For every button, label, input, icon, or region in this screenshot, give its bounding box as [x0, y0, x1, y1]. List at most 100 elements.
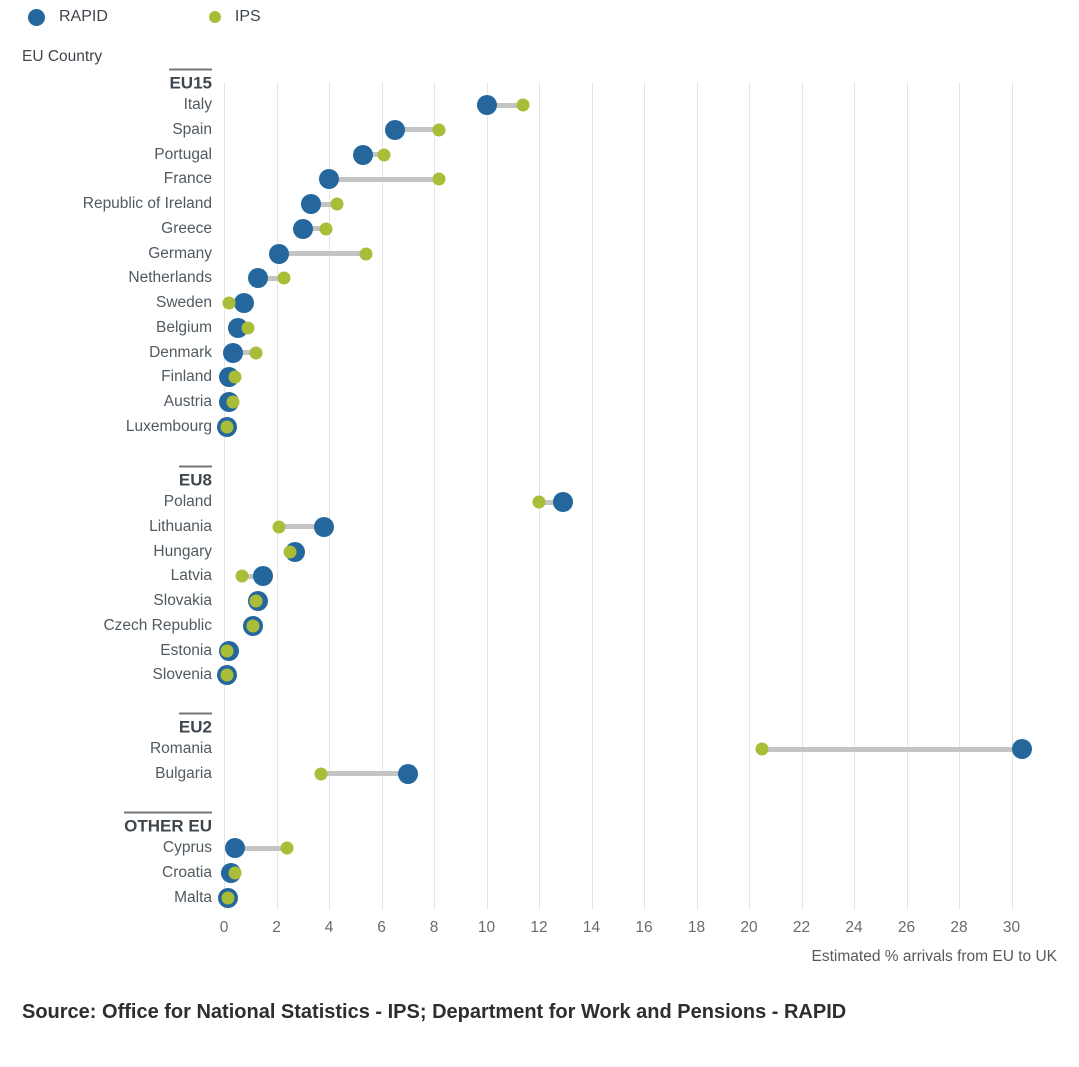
x-tick-label: 28 [950, 919, 968, 936]
legend-item-rapid[interactable]: RAPID [22, 8, 108, 26]
ips-dot[interactable] [516, 98, 530, 112]
rapid-dot[interactable] [353, 144, 374, 165]
country-label: Czech Republic [103, 616, 212, 634]
rapid-dot[interactable] [292, 218, 313, 239]
group-header: EU2 [178, 712, 212, 738]
country-label: Denmark [149, 343, 212, 361]
ips-dot[interactable] [377, 148, 391, 161]
ips-dot[interactable] [314, 767, 328, 781]
dumbbell-connector [363, 152, 385, 157]
country-label: Estonia [160, 641, 212, 659]
rapid-dot[interactable] [384, 119, 405, 140]
rapid-dot[interactable] [1012, 739, 1032, 759]
gridline [486, 82, 488, 910]
ips-dot[interactable] [755, 742, 769, 756]
ips-dot[interactable] [272, 520, 286, 534]
gridline [591, 82, 593, 910]
rapid-dot[interactable] [269, 243, 290, 264]
country-label: France [163, 170, 212, 188]
country-label: Hungary [153, 542, 212, 560]
ips-dot[interactable] [220, 668, 234, 682]
rapid-dot[interactable] [224, 838, 245, 858]
rapid-dot[interactable] [319, 169, 339, 190]
rapid-dot[interactable] [253, 566, 274, 587]
gridline [329, 82, 330, 910]
ips-dot[interactable] [432, 123, 446, 137]
rapid-dot-icon [28, 8, 45, 26]
ips-dot[interactable] [532, 495, 546, 509]
ips-dot[interactable] [220, 420, 234, 434]
group-header: EU15 [169, 68, 212, 94]
rapid-dot[interactable] [223, 342, 244, 363]
ips-dot[interactable] [319, 222, 333, 236]
country-label: Poland [163, 493, 212, 510]
ips-dot[interactable] [359, 247, 373, 260]
country-label: Croatia [162, 863, 212, 881]
dumbbell-connector [394, 127, 440, 133]
rapid-dot[interactable] [248, 268, 269, 289]
country-label: Slovenia [152, 666, 212, 684]
x-axis-title: Estimated % arrivals from EU to UK [811, 948, 1057, 965]
ips-dot[interactable] [221, 891, 235, 904]
gridline [381, 82, 383, 910]
country-label: Malta [174, 888, 212, 906]
country-label: Portugal [154, 145, 212, 163]
country-label: Finland [161, 368, 212, 386]
group-header: OTHER EU [124, 811, 212, 837]
ips-dot[interactable] [222, 296, 236, 310]
x-tick-label: 10 [477, 919, 496, 936]
country-label: Austria [163, 393, 212, 410]
ips-dot[interactable] [228, 866, 241, 880]
ips-dot[interactable] [249, 594, 262, 608]
ips-dot[interactable] [226, 395, 240, 409]
rapid-dot[interactable] [476, 95, 497, 115]
dumbbell-connector [279, 251, 366, 256]
x-tick-label: 20 [740, 919, 758, 936]
ips-dot[interactable] [235, 569, 249, 583]
ips-dot-icon [208, 11, 221, 23]
rapid-dot[interactable] [300, 194, 321, 214]
x-tick-label: 2 [272, 919, 281, 936]
rapid-dot[interactable] [397, 763, 418, 784]
ips-dot[interactable] [220, 644, 234, 657]
dumbbell-connector [486, 102, 524, 108]
dumbbell-connector [329, 176, 440, 182]
ips-dot[interactable] [249, 346, 262, 359]
gridline [224, 82, 225, 910]
x-tick-label: 26 [897, 919, 916, 936]
legend-item-ips[interactable]: IPS [108, 8, 261, 26]
country-label: Spain [172, 120, 212, 138]
gridline [434, 82, 435, 910]
gridline [854, 82, 855, 910]
ips-dot[interactable] [228, 370, 241, 384]
dumbbell-connector [762, 746, 1022, 752]
gridline [1011, 82, 1013, 910]
source-text: Source: Office for National Statistics -… [22, 1001, 847, 1023]
x-tick-label: 22 [792, 919, 811, 936]
gridline [276, 82, 278, 910]
gridline [906, 82, 908, 910]
dumbbell-connector [233, 350, 256, 355]
rapid-dot[interactable] [552, 492, 573, 512]
dumbbell-connector [302, 226, 327, 232]
rapid-dot[interactable] [233, 293, 254, 313]
country-label: Slovakia [153, 592, 212, 609]
x-tick-label: 16 [635, 919, 653, 936]
y-axis-title: EU Country [22, 48, 103, 65]
country-label: Sweden [155, 294, 212, 311]
legend-label-ips: IPS [234, 8, 261, 25]
ips-dot[interactable] [283, 545, 297, 558]
x-tick-label: 24 [845, 919, 863, 936]
ips-dot[interactable] [432, 172, 446, 186]
dumbbell-connector [539, 499, 563, 505]
rapid-dot[interactable] [313, 516, 334, 537]
ips-dot[interactable] [246, 619, 260, 633]
ips-dot[interactable] [280, 841, 294, 855]
x-tick-label: 4 [324, 919, 334, 936]
ips-dot[interactable] [330, 197, 344, 211]
country-label: Romania [149, 740, 212, 757]
ips-dot[interactable] [241, 321, 255, 335]
ips-dot[interactable] [277, 271, 291, 285]
country-label: Luxembourg [125, 417, 212, 435]
